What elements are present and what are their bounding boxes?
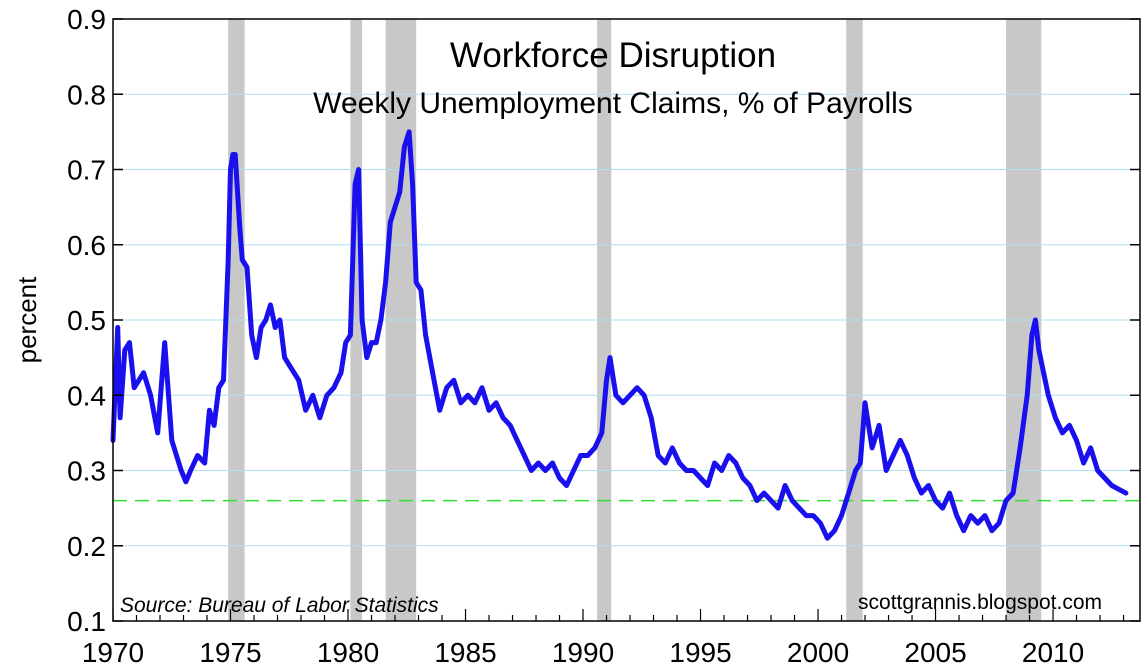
- y-tick-label: 0.5: [67, 305, 106, 336]
- y-axis-label: percent: [12, 276, 42, 363]
- credit-note: scottgrannis.blogspot.com: [858, 591, 1102, 614]
- y-tick-label: 0.9: [67, 4, 106, 35]
- series-line: [110, 129, 1129, 541]
- x-tick-label: 1975: [199, 637, 261, 668]
- y-tick-label: 0.1: [67, 606, 106, 637]
- y-tick-label: 0.6: [67, 230, 106, 261]
- x-tick-label: 1990: [552, 637, 614, 668]
- y-tick-label: 0.3: [67, 456, 106, 487]
- x-tick-label: 1985: [434, 637, 496, 668]
- x-tick-label: 2000: [787, 637, 849, 668]
- x-tick-label: 1980: [317, 637, 379, 668]
- x-tick-label: 1995: [669, 637, 731, 668]
- y-tick-label: 0.8: [67, 79, 106, 110]
- chart-title: Workforce Disruption: [450, 36, 776, 75]
- x-tick-label: 2005: [904, 637, 966, 668]
- x-tick-label: 1970: [82, 637, 144, 668]
- x-axis-ticks: 1970 1975 1980 1985 1990 1995 2000 2005 2010: [82, 609, 1125, 668]
- source-note: Source: Bureau of Labor Statistics: [120, 594, 439, 617]
- chart-subtitle: Weekly Unemployment Claims, % of Payroll…: [313, 87, 913, 120]
- gridlines: [113, 93, 1140, 547]
- y-tick-label: 0.7: [67, 155, 106, 186]
- y-axis-ticks: 0.1 0.2 0.3 0.4 0.5 0.6 0.7 0.8 0.9: [67, 4, 1140, 637]
- y-tick-label: 0.2: [67, 531, 106, 562]
- y-tick-label: 0.4: [67, 380, 106, 411]
- x-tick-label: 2010: [1022, 637, 1084, 668]
